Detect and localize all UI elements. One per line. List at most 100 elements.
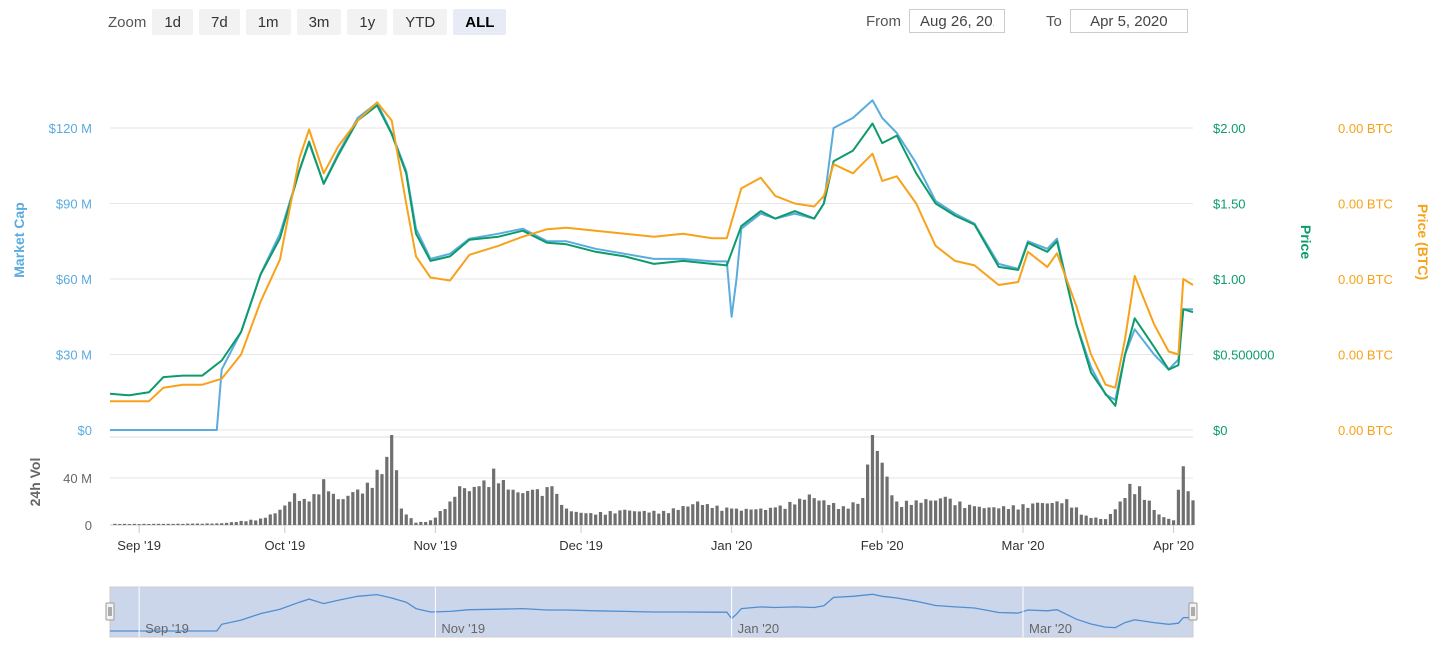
- volume-bar: [812, 498, 816, 525]
- price-btc-tick-label: 0.00 BTC: [1338, 272, 1393, 287]
- volume-bar: [278, 509, 282, 525]
- volume-bar: [380, 474, 384, 525]
- volume-bar: [968, 504, 972, 525]
- volume-bar: [496, 483, 501, 525]
- volume-bar: [137, 524, 141, 525]
- volume-bar: [152, 523, 156, 525]
- volume-bar: [424, 521, 428, 525]
- volume-bar: [433, 517, 437, 525]
- volume-bar: [215, 523, 219, 525]
- volume-bar: [1026, 507, 1030, 525]
- market-cap-axis-title: Market Cap: [11, 202, 27, 277]
- x-tick-label: Feb '20: [861, 538, 904, 553]
- zoom-label: Zoom: [108, 13, 147, 31]
- volume-bar: [419, 521, 423, 525]
- volume-axis-title: 24h Vol: [27, 458, 43, 507]
- volume-bar: [501, 480, 505, 525]
- volume-bar: [409, 518, 413, 525]
- price-tick-label: $2.00: [1213, 121, 1246, 136]
- volume-bar: [1035, 502, 1040, 525]
- volume-bar: [603, 514, 607, 525]
- volume-bar: [1152, 509, 1156, 525]
- navigator[interactable]: Sep '19 Nov '19 Jan '20 Mar '20: [105, 586, 1198, 638]
- volume-bar: [176, 523, 180, 525]
- zoom-7d-button[interactable]: 7d: [199, 9, 240, 35]
- volume-bar: [263, 517, 268, 525]
- volume-bar: [453, 496, 457, 525]
- volume-bar: [934, 500, 938, 525]
- volume-bar: [880, 462, 884, 525]
- volume-bar: [642, 510, 646, 525]
- volume-bar: [1176, 489, 1181, 525]
- volume-bar: [346, 495, 350, 525]
- price-btc-tick-label: 0.00 BTC: [1338, 423, 1393, 438]
- volume-bar: [414, 522, 418, 525]
- volume-bar: [244, 521, 248, 525]
- volume-bar: [783, 508, 787, 525]
- volume-bar: [885, 476, 889, 525]
- from-date-input[interactable]: [909, 9, 1005, 33]
- volume-bar: [1055, 501, 1059, 525]
- navigator-tick-label: Jan '20: [738, 621, 780, 636]
- volume-bars: [113, 435, 1195, 525]
- zoom-1m-button[interactable]: 1m: [245, 9, 291, 35]
- volume-bar: [1016, 509, 1020, 525]
- volume-bar: [118, 524, 122, 525]
- volume-bar: [200, 523, 204, 525]
- volume-bar: [365, 482, 369, 525]
- price-btc-axis-title: Price (BTC): [1415, 204, 1431, 280]
- volume-bar: [1118, 501, 1122, 525]
- volume-bar: [195, 523, 200, 525]
- volume-bar: [312, 494, 316, 525]
- volume-bar: [1045, 503, 1049, 525]
- navigator-tick-label: Mar '20: [1029, 621, 1072, 636]
- zoom-1d-button[interactable]: 1d: [152, 9, 194, 35]
- volume-bar: [288, 501, 292, 525]
- price-btc-axis: 0.00 BTC 0.00 BTC 0.00 BTC 0.00 BTC 0.00 BTC: [1338, 121, 1393, 438]
- price-tick-label: $0: [1213, 423, 1227, 438]
- volume-bar: [545, 487, 549, 525]
- navigator-right-handle[interactable]: [1188, 602, 1198, 621]
- volume-bar: [147, 524, 151, 525]
- volume-bar: [249, 519, 253, 525]
- zoom-3m-button[interactable]: 3m: [296, 9, 342, 35]
- volume-bar: [127, 524, 132, 525]
- navigator-left-handle[interactable]: [105, 602, 115, 621]
- volume-bar: [909, 504, 913, 525]
- volume-bar: [307, 501, 311, 525]
- volume-bar: [428, 520, 433, 525]
- volume-bar: [977, 506, 981, 525]
- market-cap-tick-label: $90 M: [56, 197, 92, 212]
- volume-bar: [181, 523, 185, 525]
- volume-bar: [122, 523, 127, 525]
- volume-bar: [793, 504, 797, 525]
- volume-bar: [584, 513, 588, 525]
- volume-bar: [836, 509, 841, 525]
- volume-bar: [822, 500, 826, 525]
- volume-bar: [186, 523, 190, 525]
- volume-bar: [1108, 514, 1113, 525]
- volume-bar: [458, 486, 462, 525]
- volume-bar: [764, 509, 768, 525]
- price-tick-label: $0.500000: [1213, 348, 1274, 363]
- volume-bar: [540, 495, 544, 525]
- volume-bar: [900, 507, 904, 525]
- volume-bar: [283, 505, 287, 525]
- volume-bar: [734, 508, 739, 525]
- volume-bar: [589, 513, 593, 525]
- volume-bar: [851, 502, 855, 525]
- volume-bar: [924, 499, 928, 525]
- volume-bar: [929, 500, 933, 525]
- volume-bar: [1128, 483, 1132, 525]
- volume-bar: [156, 523, 161, 525]
- volume-bar: [671, 508, 675, 525]
- volume-bar: [1065, 499, 1069, 525]
- zoom-ytd-button[interactable]: YTD: [393, 9, 448, 35]
- volume-bar: [623, 509, 627, 525]
- volume-bar: [1157, 514, 1161, 525]
- to-date-input[interactable]: [1069, 9, 1188, 33]
- zoom-1y-button[interactable]: 1y: [347, 9, 388, 35]
- zoom-all-button[interactable]: ALL: [453, 9, 507, 35]
- volume-bar: [744, 508, 748, 525]
- volume-bar: [963, 508, 967, 525]
